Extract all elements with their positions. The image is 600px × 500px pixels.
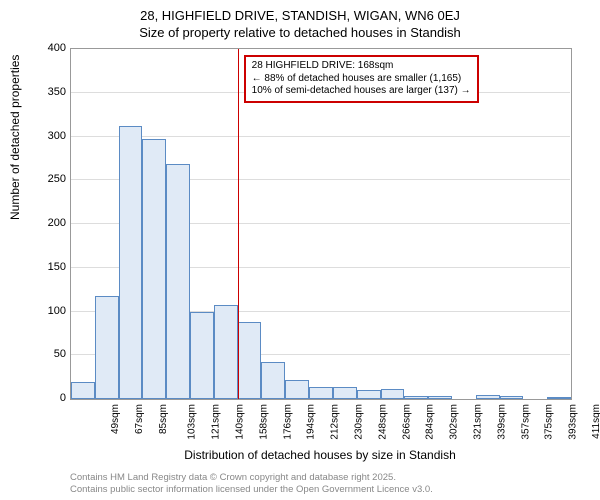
ytick-label: 400	[48, 42, 66, 54]
xtick-label: 339sqm	[496, 404, 507, 440]
histogram-bar	[142, 139, 166, 399]
annotation-box: 28 HIGHFIELD DRIVE: 168sqm ← 88% of deta…	[244, 55, 479, 103]
xtick-label: 393sqm	[568, 404, 579, 440]
ytick-label: 0	[60, 392, 66, 404]
ytick-label: 350	[48, 86, 66, 98]
xtick-label: 85sqm	[158, 404, 169, 434]
xtick-label: 375sqm	[544, 404, 555, 440]
footer-attribution: Contains HM Land Registry data © Crown c…	[70, 472, 433, 496]
histogram-bar	[333, 387, 357, 399]
annotation-line-3: 10% of semi-detached houses are larger (…	[252, 85, 471, 98]
histogram-bar	[261, 362, 285, 399]
histogram-bar	[309, 387, 333, 399]
chart-title: 28, HIGHFIELD DRIVE, STANDISH, WIGAN, WN…	[0, 0, 600, 42]
ytick-label: 300	[48, 130, 66, 142]
y-axis-label: Number of detached properties	[8, 55, 22, 220]
histogram-bar	[71, 382, 95, 399]
histogram-bar	[476, 395, 500, 399]
xtick-label: 158sqm	[258, 404, 269, 440]
xtick-label: 357sqm	[520, 404, 531, 440]
plot-area: 28 HIGHFIELD DRIVE: 168sqm ← 88% of deta…	[70, 48, 572, 400]
xtick-label: 176sqm	[282, 404, 293, 440]
histogram-bar	[190, 312, 214, 400]
histogram-bar	[214, 305, 238, 400]
histogram-bar	[357, 390, 381, 399]
ytick-label: 150	[48, 261, 66, 273]
histogram-bar	[381, 389, 405, 399]
xtick-label: 103sqm	[187, 404, 198, 440]
chart-container: 28, HIGHFIELD DRIVE, STANDISH, WIGAN, WN…	[0, 0, 600, 500]
xtick-label: 67sqm	[134, 404, 145, 434]
histogram-bar	[547, 397, 571, 399]
histogram-bar	[238, 322, 262, 399]
xtick-label: 140sqm	[235, 404, 246, 440]
ytick-label: 200	[48, 217, 66, 229]
xtick-label: 266sqm	[401, 404, 412, 440]
xtick-label: 49sqm	[110, 404, 121, 434]
histogram-bar	[404, 396, 428, 399]
ytick-label: 100	[48, 305, 66, 317]
xtick-label: 302sqm	[449, 404, 460, 440]
x-axis-label: Distribution of detached houses by size …	[70, 448, 570, 462]
xtick-label: 230sqm	[354, 404, 365, 440]
footer-line-1: Contains HM Land Registry data © Crown c…	[70, 472, 433, 484]
histogram-bar	[428, 396, 452, 399]
ytick-label: 50	[54, 348, 66, 360]
histogram-bar	[500, 396, 524, 400]
annotation-line-2: ← 88% of detached houses are smaller (1,…	[252, 73, 471, 86]
xtick-label: 321sqm	[473, 404, 484, 440]
marker-line	[238, 49, 239, 399]
title-line-2: Size of property relative to detached ho…	[0, 25, 600, 42]
title-line-1: 28, HIGHFIELD DRIVE, STANDISH, WIGAN, WN…	[0, 8, 600, 25]
xtick-label: 194sqm	[306, 404, 317, 440]
histogram-bar	[119, 126, 143, 399]
footer-line-2: Contains public sector information licen…	[70, 484, 433, 496]
histogram-bar	[285, 380, 309, 399]
ytick-label: 250	[48, 173, 66, 185]
histogram-bar	[166, 164, 190, 399]
xtick-label: 284sqm	[425, 404, 436, 440]
xtick-label: 212sqm	[330, 404, 341, 440]
annotation-line-1: 28 HIGHFIELD DRIVE: 168sqm	[252, 60, 471, 73]
xtick-label: 121sqm	[211, 404, 222, 440]
histogram-bar	[95, 296, 119, 399]
xtick-label: 248sqm	[377, 404, 388, 440]
xtick-label: 411sqm	[591, 404, 600, 439]
